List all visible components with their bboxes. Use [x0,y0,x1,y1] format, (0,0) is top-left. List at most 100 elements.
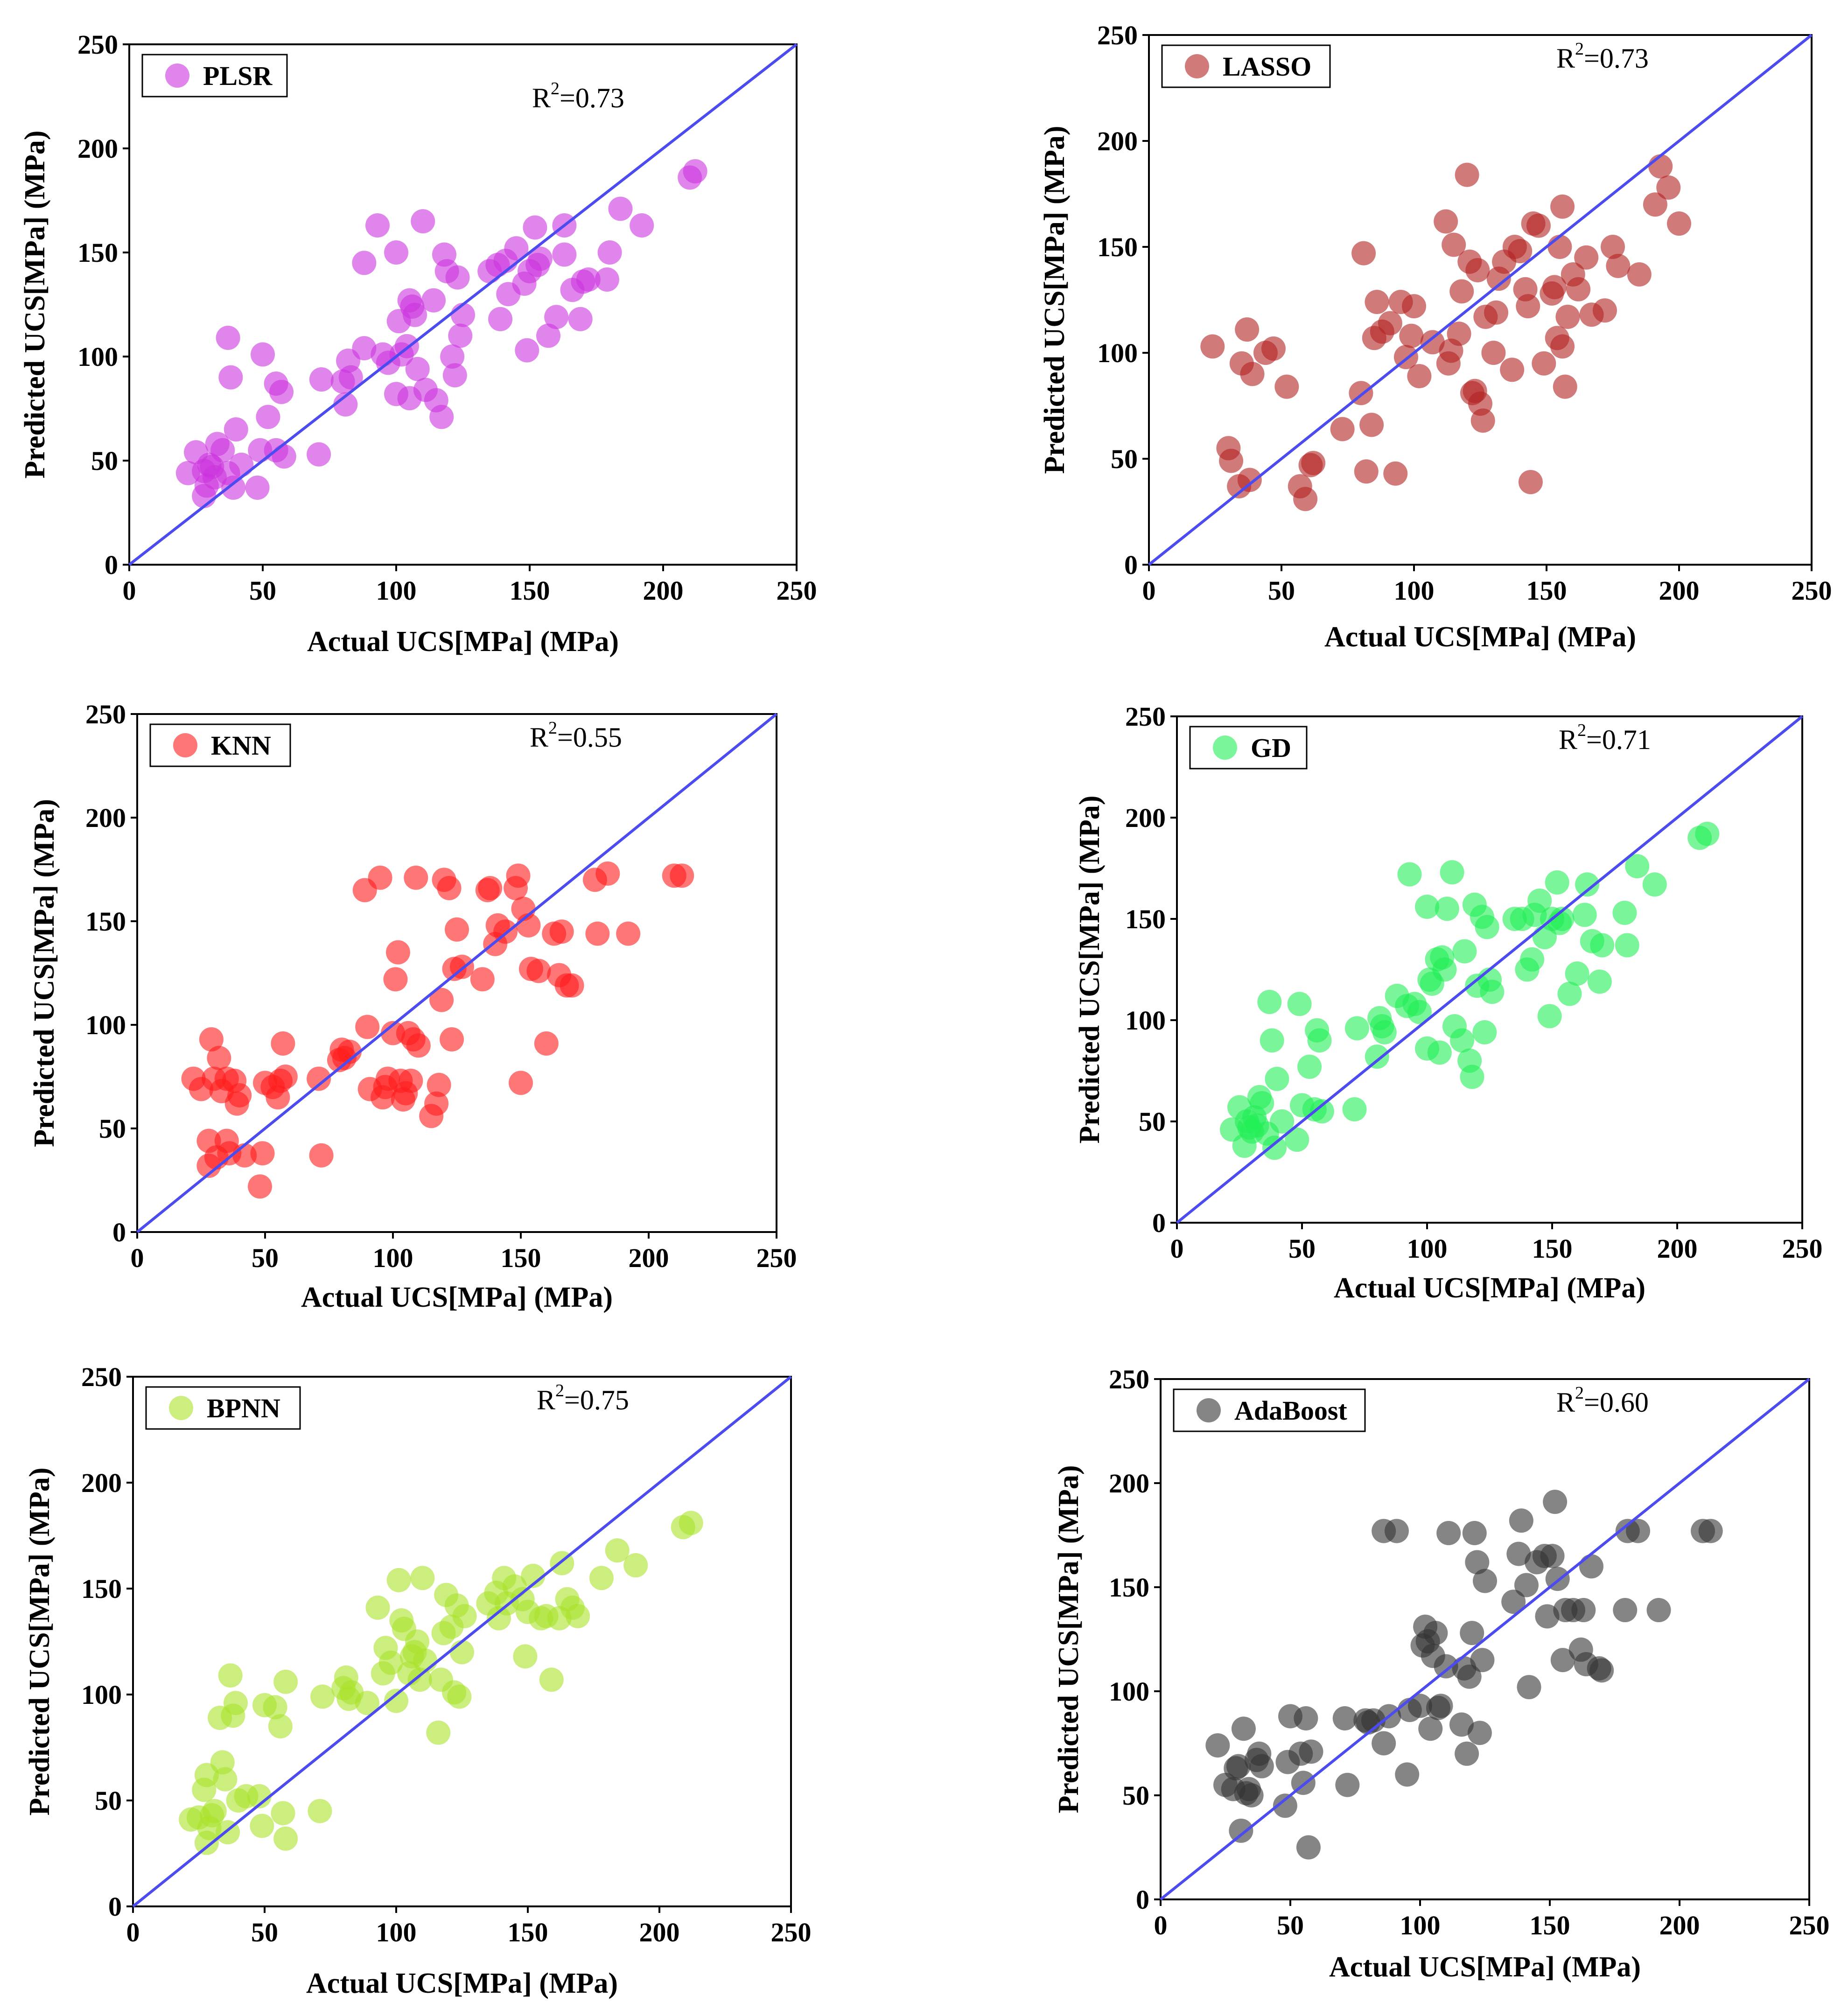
data-point [1383,461,1408,486]
data-point [1579,1554,1603,1579]
data-point [506,863,531,888]
x-tick-label: 250 [1792,575,1832,606]
legend-box [1189,726,1308,770]
data-point [1270,1109,1295,1134]
data-point [515,338,539,363]
data-point [1514,1573,1539,1597]
x-tick-label: 50 [1288,1233,1316,1264]
y-tick-label: 150 [85,906,126,937]
x-tick-label: 0 [123,575,136,606]
data-point [1229,1818,1253,1843]
r2-value: =0.71 [1586,724,1651,755]
data-point [1402,294,1426,319]
data-point [470,967,495,992]
data-point [440,1027,464,1052]
y-axis-title: Predicted UCS[MPa] (MPa) [1039,126,1071,474]
data-point [1667,211,1691,236]
y-tick-label: 0 [105,550,118,580]
data-point [223,1691,248,1716]
data-point [1557,981,1582,1006]
data-point [207,1046,231,1071]
data-point [1399,323,1424,348]
plot-frame [136,713,777,1233]
data-point [539,1667,564,1692]
data-point [1484,300,1509,325]
r2-superscript: 2 [1575,39,1584,59]
data-point [1397,862,1422,887]
data-point [1231,1716,1256,1741]
data-point [1500,357,1525,382]
data-point [426,1720,451,1745]
data-point [1372,1020,1397,1045]
data-point [1613,1598,1638,1623]
x-tick-label: 50 [249,575,276,606]
data-point [1467,1721,1492,1745]
data-point [250,1814,274,1838]
r2-value: =0.55 [557,722,622,753]
data-point [452,1604,477,1629]
data-point [1296,1835,1321,1860]
data-point [385,940,410,965]
data-point [1572,903,1597,927]
identity-line [136,713,777,1233]
data-point [1359,413,1384,437]
data-point [210,438,235,462]
r2-letter: R [532,83,551,113]
data-point [623,1553,648,1578]
data-point [333,392,358,417]
data-point [1239,1783,1264,1807]
data-point [1420,330,1445,355]
data-point [1418,1716,1443,1741]
x-tick-label: 200 [639,1917,680,1947]
plot-frame [128,43,798,566]
data-point [247,1784,272,1808]
y-tick-label: 200 [77,133,118,164]
data-point [1261,336,1286,361]
data-point [585,921,610,946]
data-point [1470,408,1495,433]
data-point [1384,1519,1409,1543]
data-point [405,357,430,381]
data-point [1450,1028,1475,1053]
identity-line [128,43,798,566]
legend-label: BPNN [207,1393,280,1423]
data-point [271,1801,295,1826]
data-point [1543,1490,1568,1514]
data-point [544,305,569,329]
data-point [1642,872,1667,897]
data-point [268,1714,293,1739]
y-tick-label: 50 [1122,1780,1149,1811]
r2-annotation: R2=0.71 [1559,721,1651,755]
data-point [1365,1044,1389,1069]
data-point [384,240,408,265]
data-point [1460,1065,1484,1089]
data-point [568,307,593,331]
x-tick-label: 150 [1526,575,1567,606]
data-point [1273,1793,1297,1818]
data-point [437,875,462,900]
data-point [1344,1016,1369,1041]
data-point [576,267,601,292]
data-point [1589,1658,1614,1683]
data-point [405,1629,430,1654]
data-point [1299,1739,1323,1764]
data-point [605,1538,630,1563]
data-point [513,1644,538,1669]
data-point [488,307,513,331]
data-point [1408,1694,1432,1718]
data-point [1509,1508,1533,1533]
chart-panel: 0 50 100 150 200 250 0 50 100 150 200 250 Actual UCS… [1039,20,1832,653]
data-point [386,1568,411,1592]
legend-label: KNN [211,730,271,761]
data-point [1435,896,1459,921]
data-point [1648,154,1673,179]
data-point [1452,939,1477,964]
legend-marker [173,733,197,757]
data-point [1643,192,1667,217]
data-point [683,159,707,184]
data-point [1332,1706,1357,1730]
data-point [595,861,620,886]
x-axis-title: Actual UCS[MPa] (MPa) [1329,1951,1641,1983]
x-tick-label: 100 [1400,1910,1441,1940]
data-point [1625,854,1650,879]
